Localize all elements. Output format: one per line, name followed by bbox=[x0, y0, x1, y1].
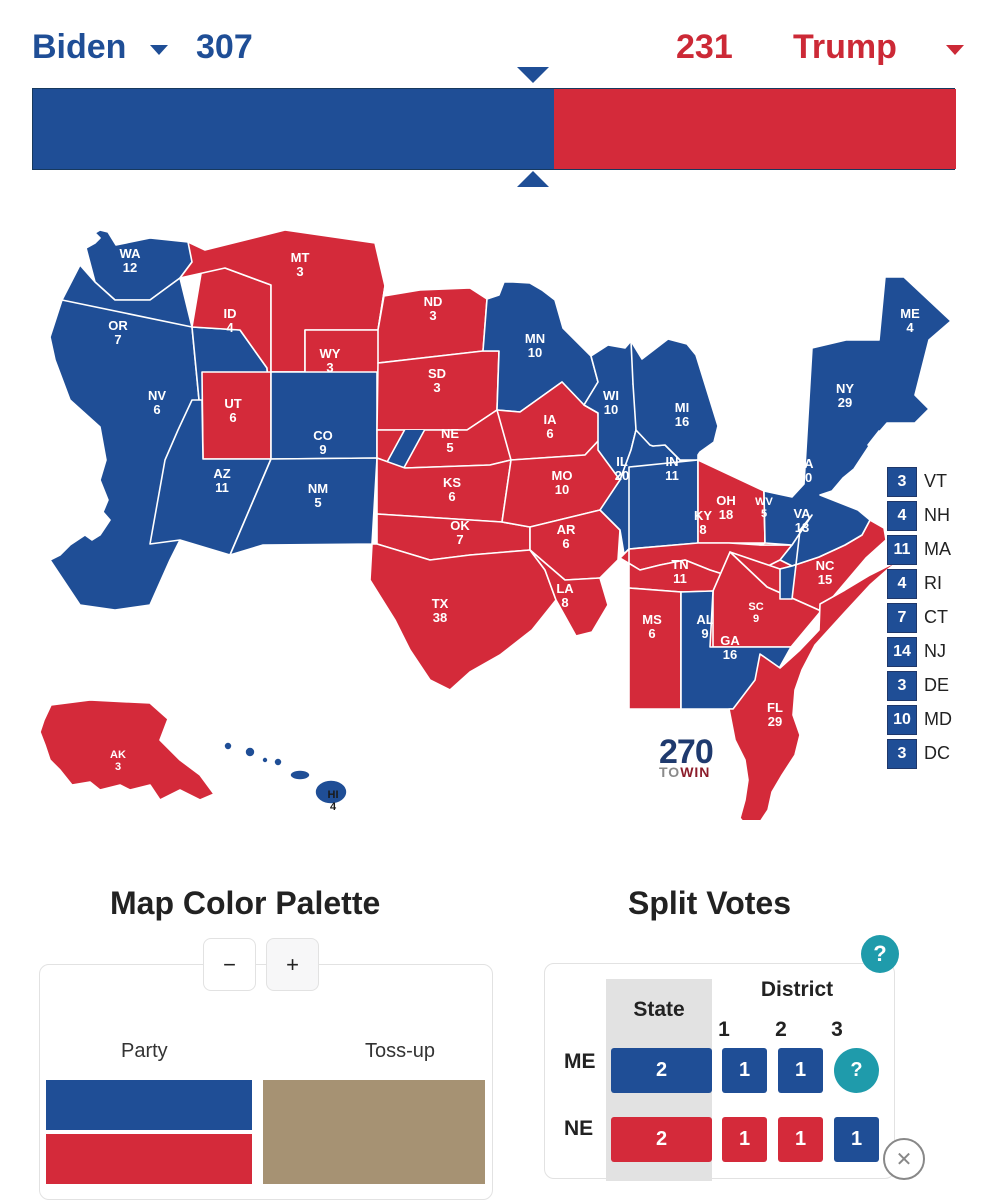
svg-text:VA13: VA 13 bbox=[793, 506, 811, 535]
svg-text:WI10: WI 10 bbox=[603, 388, 619, 417]
svg-text:IN11: IN 11 bbox=[665, 454, 679, 483]
svg-text:TX38: TX 38 bbox=[432, 596, 449, 625]
svg-text:MI16: MI 16 bbox=[675, 400, 689, 429]
svg-text:FL29: FL 29 bbox=[767, 700, 783, 729]
svg-text:AZ11: AZ 11 bbox=[213, 466, 230, 495]
svg-text:NY29: NY 29 bbox=[836, 381, 854, 410]
svg-text:PA20: PA 20 bbox=[796, 456, 814, 485]
svg-text:TN11: TN 11 bbox=[671, 557, 688, 586]
svg-text:MN10: MN 10 bbox=[525, 331, 545, 360]
svg-text:CA55: CA 55 bbox=[76, 466, 95, 495]
svg-text:IL20: IL 20 bbox=[615, 454, 629, 483]
svg-text:NC15: NC 15 bbox=[816, 558, 835, 587]
svg-text:OH18: OH 18 bbox=[716, 493, 736, 522]
